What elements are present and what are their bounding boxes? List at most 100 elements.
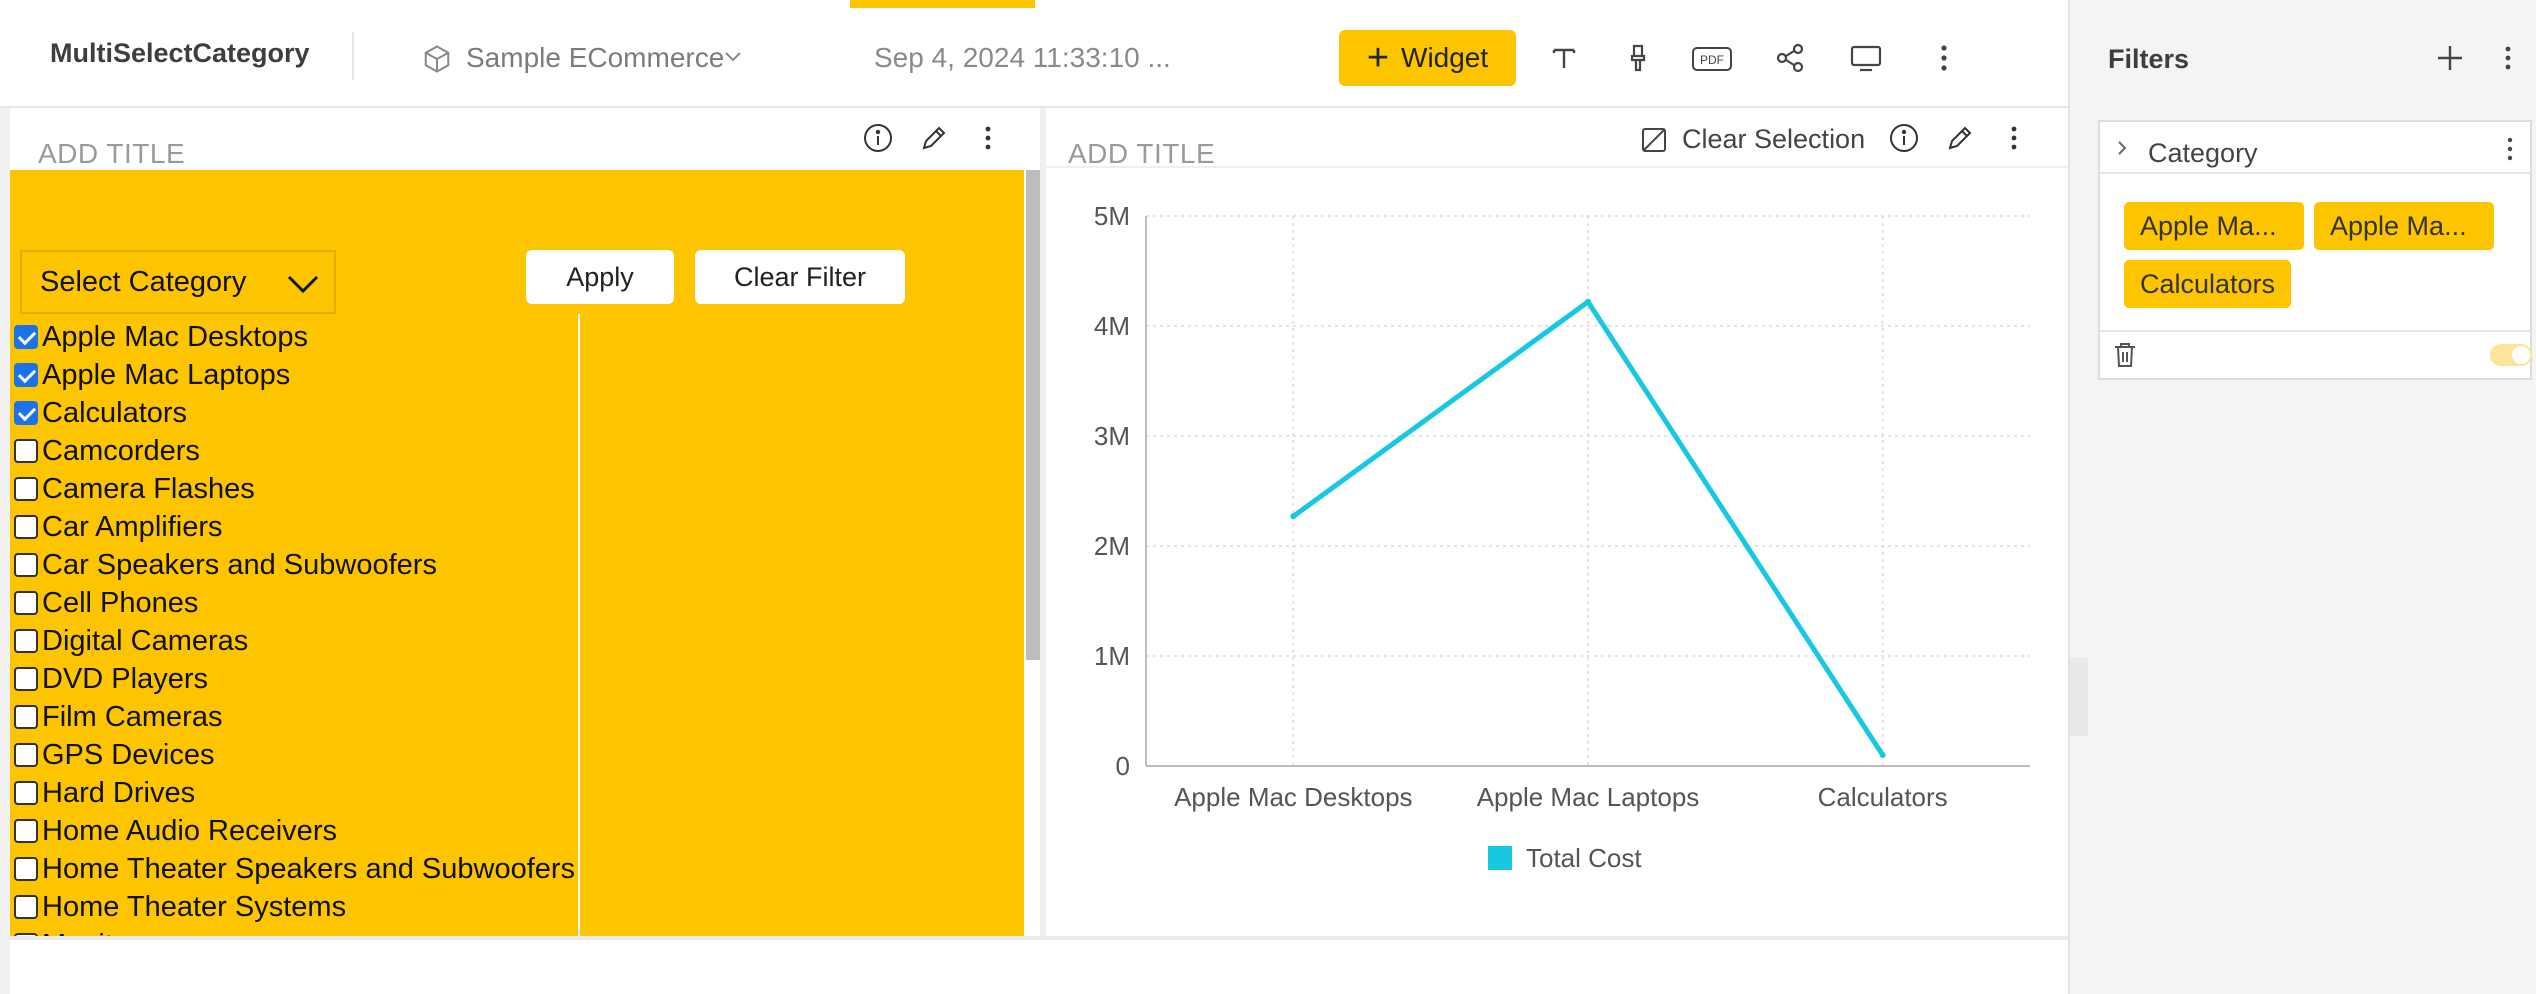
category-select[interactable]: Select Category	[20, 250, 336, 314]
scrollbar[interactable]	[1026, 170, 1040, 660]
category-option[interactable]: Cell Phones	[14, 584, 614, 622]
collapse-filters-handle[interactable]	[2070, 658, 2088, 736]
toggle-knob	[2512, 346, 2530, 364]
category-option[interactable]: Apple Mac Desktops	[14, 318, 614, 356]
text-icon[interactable]	[1546, 40, 1582, 76]
paint-brush-icon[interactable]	[1620, 40, 1656, 76]
more-options-icon[interactable]	[1926, 40, 1962, 76]
presentation-icon[interactable]	[1848, 40, 1884, 76]
line-chart[interactable]: 0 1M 2M 3M 4M 5M Apple Mac Desktops Apple Mac L…	[1046, 170, 2068, 994]
category-checkbox[interactable]	[14, 933, 38, 938]
category-option-label: Calculators	[42, 396, 188, 429]
line-chart-widget: ADD TITLE Clear Selection 0 1M 2M 3M 4M 5M App…	[1046, 108, 2068, 938]
clear-filter-button[interactable]: Clear Filter	[695, 250, 905, 304]
edit-icon[interactable]	[1944, 122, 1976, 154]
more-options-icon[interactable]	[972, 122, 1004, 154]
x-tick-label: Apple Mac Laptops	[1477, 782, 1700, 812]
category-option[interactable]: GPS Devices	[14, 736, 614, 774]
y-tick-label: 5M	[1094, 201, 1130, 231]
category-option-label: Apple Mac Desktops	[42, 320, 308, 353]
category-checkbox[interactable]	[14, 667, 38, 691]
category-option[interactable]: Calculators	[14, 394, 614, 432]
widget-title[interactable]: ADD TITLE	[38, 138, 186, 169]
chevron-down-icon[interactable]	[722, 50, 744, 64]
widget-title[interactable]: ADD TITLE	[1068, 138, 1216, 169]
clear-selection-button[interactable]: Clear Selection	[1640, 124, 1865, 155]
category-option[interactable]: Hard Drives	[14, 774, 614, 812]
more-options-icon[interactable]	[1998, 122, 2030, 154]
category-option-label: Car Amplifiers	[42, 510, 223, 543]
add-widget-button[interactable]: + Widget	[1339, 30, 1516, 86]
edit-icon[interactable]	[918, 122, 950, 154]
data-point[interactable]	[1879, 752, 1886, 758]
x-tick-label: Calculators	[1818, 782, 1948, 812]
category-checkbox[interactable]	[14, 781, 38, 805]
filter-card-header[interactable]: Category	[2100, 122, 2530, 174]
category-option[interactable]: Home Theater Speakers and Subwoofers	[14, 850, 614, 888]
category-checkbox[interactable]	[14, 743, 38, 767]
category-checkbox[interactable]	[14, 819, 38, 843]
category-option[interactable]: Camcorders	[14, 432, 614, 470]
category-option[interactable]: Film Cameras	[14, 698, 614, 736]
category-option-label: Home Theater Speakers and Subwoofers	[42, 852, 576, 885]
share-icon[interactable]	[1772, 40, 1808, 76]
category-option[interactable]: Apple Mac Laptops	[14, 356, 614, 394]
dashboard-title[interactable]: MultiSelectCategory	[50, 38, 310, 68]
category-option[interactable]: Monitors	[14, 926, 614, 938]
datasource-selector[interactable]: Sample ECommerce	[466, 42, 725, 73]
category-checkbox[interactable]	[14, 629, 38, 653]
more-options-icon[interactable]	[2498, 134, 2522, 164]
chevron-right-icon[interactable]	[2114, 138, 2130, 158]
category-option-label: Film Cameras	[42, 700, 223, 733]
bottom-band	[10, 936, 2068, 994]
filter-chip[interactable]: Apple Ma...	[2124, 202, 2304, 250]
category-checkbox[interactable]	[14, 363, 38, 387]
category-checkbox[interactable]	[14, 477, 38, 501]
widget-gap	[1040, 108, 1046, 938]
add-widget-label: Widget	[1401, 42, 1489, 73]
info-icon[interactable]	[1888, 122, 1920, 154]
category-option[interactable]: DVD Players	[14, 660, 614, 698]
category-checkbox[interactable]	[14, 325, 38, 349]
filter-chip[interactable]: Apple Ma...	[2314, 202, 2494, 250]
category-list: Apple Mac Desktops Apple Mac Laptops Calcu…	[14, 318, 614, 938]
category-option[interactable]: Car Speakers and Subwoofers	[14, 546, 614, 584]
category-option-label: Home Audio Receivers	[42, 814, 337, 847]
category-checkbox[interactable]	[14, 401, 38, 425]
top-toolbar: MultiSelectCategory Sample ECommerce Sep…	[0, 0, 2068, 108]
pdf-icon[interactable]: PDF	[1690, 40, 1734, 76]
category-option-label: Cell Phones	[42, 586, 199, 619]
add-filter-icon[interactable]	[2434, 42, 2466, 74]
legend-label[interactable]: Total Cost	[1526, 843, 1642, 873]
filters-panel: Filters Category Apple Ma... Apple Ma...…	[2068, 0, 2536, 994]
category-option-label: Apple Mac Laptops	[42, 358, 291, 391]
filter-chip[interactable]: Calculators	[2124, 260, 2292, 308]
y-tick-label: 2M	[1094, 531, 1130, 561]
clear-selection-label: Clear Selection	[1682, 124, 1866, 154]
select-label: Select Category	[40, 265, 247, 298]
category-option[interactable]: Digital Cameras	[14, 622, 614, 660]
category-checkbox[interactable]	[14, 857, 38, 881]
category-checkbox[interactable]	[14, 705, 38, 729]
filter-label: Category	[2148, 138, 2258, 168]
more-options-icon[interactable]	[2494, 42, 2522, 74]
trash-icon[interactable]	[2112, 340, 2138, 370]
refresh-timestamp: Sep 4, 2024 11:33:10 ...	[874, 42, 1171, 73]
data-point[interactable]	[1290, 513, 1297, 520]
category-option-label: DVD Players	[42, 662, 208, 695]
category-checkbox[interactable]	[14, 591, 38, 615]
category-option[interactable]: Camera Flashes	[14, 470, 614, 508]
data-point[interactable]	[1585, 298, 1591, 305]
filter-toggle[interactable]	[2490, 344, 2532, 366]
category-checkbox[interactable]	[14, 439, 38, 463]
category-option[interactable]: Home Theater Systems	[14, 888, 614, 926]
category-checkbox[interactable]	[14, 895, 38, 919]
category-checkbox[interactable]	[14, 515, 38, 539]
y-tick-label: 3M	[1094, 421, 1130, 451]
apply-button[interactable]: Apply	[526, 250, 674, 304]
category-checkbox[interactable]	[14, 553, 38, 577]
category-option[interactable]: Car Amplifiers	[14, 508, 614, 546]
category-option[interactable]: Home Audio Receivers	[14, 812, 614, 850]
info-icon[interactable]	[862, 122, 894, 154]
